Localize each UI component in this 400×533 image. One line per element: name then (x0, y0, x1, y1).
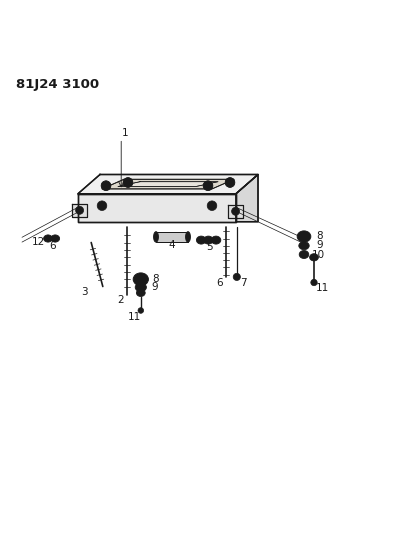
Ellipse shape (211, 236, 221, 244)
Text: 12: 12 (31, 237, 45, 247)
Polygon shape (102, 179, 234, 189)
Circle shape (123, 177, 133, 187)
Ellipse shape (301, 235, 307, 239)
Ellipse shape (206, 238, 210, 242)
Text: 9: 9 (151, 282, 158, 292)
Text: 10: 10 (312, 249, 324, 260)
Text: 2: 2 (118, 295, 124, 305)
Circle shape (100, 203, 104, 208)
Circle shape (203, 181, 213, 190)
Ellipse shape (299, 241, 309, 249)
Text: 3: 3 (82, 287, 88, 297)
Text: 8: 8 (153, 274, 159, 284)
Ellipse shape (312, 256, 316, 259)
Ellipse shape (51, 235, 60, 242)
Ellipse shape (46, 237, 50, 240)
Text: 11: 11 (128, 312, 141, 322)
Text: 1: 1 (122, 128, 128, 138)
Ellipse shape (53, 237, 57, 240)
Ellipse shape (138, 277, 144, 282)
Polygon shape (236, 174, 258, 222)
Text: 6: 6 (50, 241, 56, 251)
Ellipse shape (302, 244, 306, 247)
Polygon shape (78, 193, 236, 222)
Circle shape (76, 206, 84, 214)
Ellipse shape (138, 285, 143, 289)
Text: 9: 9 (317, 240, 323, 251)
Ellipse shape (186, 232, 190, 242)
Circle shape (97, 201, 107, 211)
Text: 81J24 3100: 81J24 3100 (16, 78, 99, 91)
Polygon shape (118, 182, 218, 187)
Ellipse shape (214, 238, 218, 242)
Ellipse shape (299, 251, 309, 259)
Circle shape (311, 279, 317, 286)
Ellipse shape (297, 231, 311, 242)
Circle shape (225, 177, 235, 187)
Ellipse shape (136, 289, 145, 296)
Text: 7: 7 (240, 278, 246, 287)
Ellipse shape (199, 238, 203, 242)
Ellipse shape (133, 273, 148, 286)
Circle shape (138, 308, 144, 313)
Text: 8: 8 (317, 231, 323, 241)
Polygon shape (72, 204, 87, 217)
Ellipse shape (310, 254, 318, 261)
Text: 4: 4 (169, 240, 175, 251)
Ellipse shape (154, 232, 158, 242)
Circle shape (233, 273, 240, 280)
Ellipse shape (196, 236, 206, 244)
Ellipse shape (302, 253, 306, 256)
Polygon shape (228, 205, 243, 217)
Text: 11: 11 (315, 283, 329, 293)
Ellipse shape (44, 235, 52, 242)
Circle shape (210, 203, 214, 208)
Circle shape (207, 201, 217, 211)
Ellipse shape (204, 236, 213, 244)
Ellipse shape (139, 291, 143, 295)
Bar (156, 232, 188, 242)
Text: 5: 5 (206, 243, 212, 252)
Circle shape (101, 181, 111, 190)
Polygon shape (78, 174, 258, 193)
Ellipse shape (135, 283, 146, 292)
Circle shape (232, 207, 240, 215)
Text: 6: 6 (217, 278, 223, 287)
